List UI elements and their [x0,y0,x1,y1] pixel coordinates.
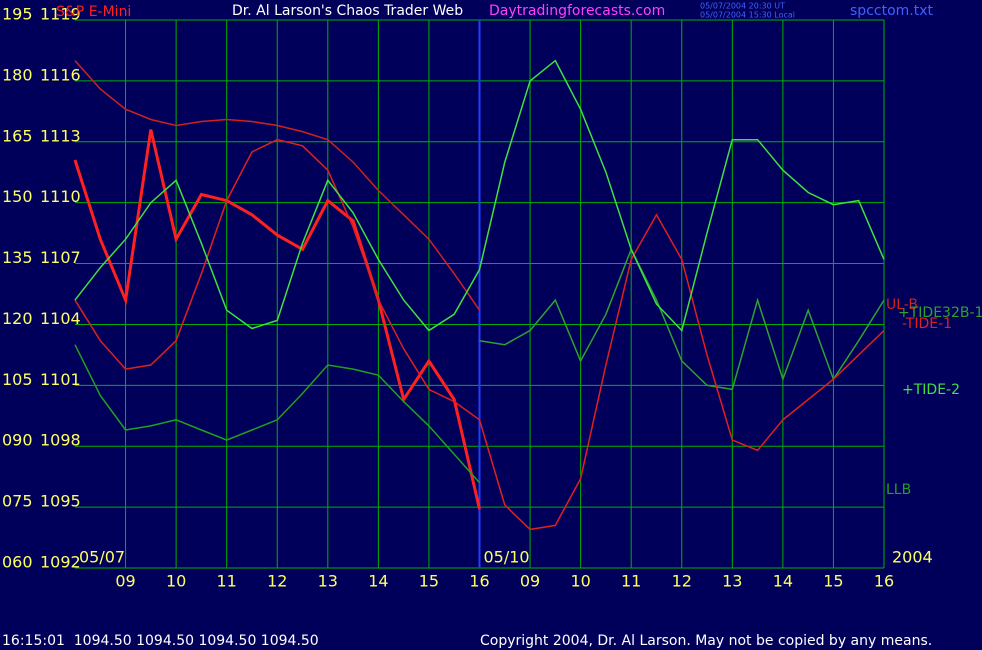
y2-tick-label: 090 [2,431,33,450]
x-tick-label: 13 [318,572,338,591]
legend-label: +TIDE32B-1 [898,305,982,321]
x-tick-label: 14 [773,572,793,591]
y-tick-label: 1095 [40,492,81,511]
date-label: 05/07 [79,548,125,567]
x-tick-label: 16 [874,572,894,591]
series-line [479,247,885,391]
x-tick-label: 11 [621,572,641,591]
x-tick-label: 13 [722,572,742,591]
y-tick-label: 1104 [40,309,81,328]
x-tick-label: 10 [570,572,590,591]
date-label: 2004 [892,548,933,567]
x-tick-label: 15 [419,572,439,591]
x-tick-label: 09 [520,572,540,591]
y-tick-label: 1098 [40,431,81,450]
y-tick-label: 1092 [40,553,81,572]
x-tick-label: 16 [469,572,489,591]
x-tick-label: 11 [217,572,237,591]
x-tick-label: 10 [166,572,186,591]
series-line [74,344,481,484]
chart-title: Dr. Al Larson's Chaos Trader Web [232,3,463,19]
y2-tick-label: 180 [2,65,33,84]
y-tick-label: 1113 [40,126,81,145]
x-tick-label: 09 [115,572,135,591]
legend-label: +TIDE-2 [902,382,960,398]
y2-tick-label: 120 [2,309,33,328]
legend-label: UL-B [886,297,918,313]
y-tick-label: 1119 [40,5,81,24]
y2-tick-label: 195 [2,5,33,24]
timestamp: 05/07/2004 15:30 Local [700,11,795,20]
website: Daytradingforecasts.com [489,3,665,19]
x-tick-label: 12 [672,572,692,591]
y2-tick-label: 075 [2,492,33,511]
series-line [74,60,481,311]
timestamp: 05/07/2004 20:30 UT [700,2,785,11]
status-line: 16:15:01 1094.50 1094.50 1094.50 1094.50 [2,633,319,649]
x-tick-label: 15 [823,572,843,591]
date-label: 05/10 [484,548,530,567]
legend-label: -TIDE-1 [902,316,952,332]
x-tick-label: 12 [267,572,287,591]
y-tick-label: 1110 [40,187,81,206]
y2-tick-label: 165 [2,126,33,145]
x-tick-label: 14 [368,572,388,591]
legend-label: S&P E-Mini [56,4,131,20]
file-name: spcctom.txt [850,3,933,19]
series-line [74,138,885,531]
legend-label: LLB [886,482,911,498]
y2-tick-label: 150 [2,187,33,206]
y-tick-label: 1116 [40,65,81,84]
y2-tick-label: 135 [2,248,33,267]
series-line [73,129,481,510]
copyright: Copyright 2004, Dr. Al Larson. May not b… [480,633,932,649]
y2-tick-label: 105 [2,370,33,389]
y2-tick-label: 060 [2,553,33,572]
y-tick-label: 1107 [40,248,81,267]
series-line [74,59,885,332]
y-tick-label: 1101 [40,370,81,389]
